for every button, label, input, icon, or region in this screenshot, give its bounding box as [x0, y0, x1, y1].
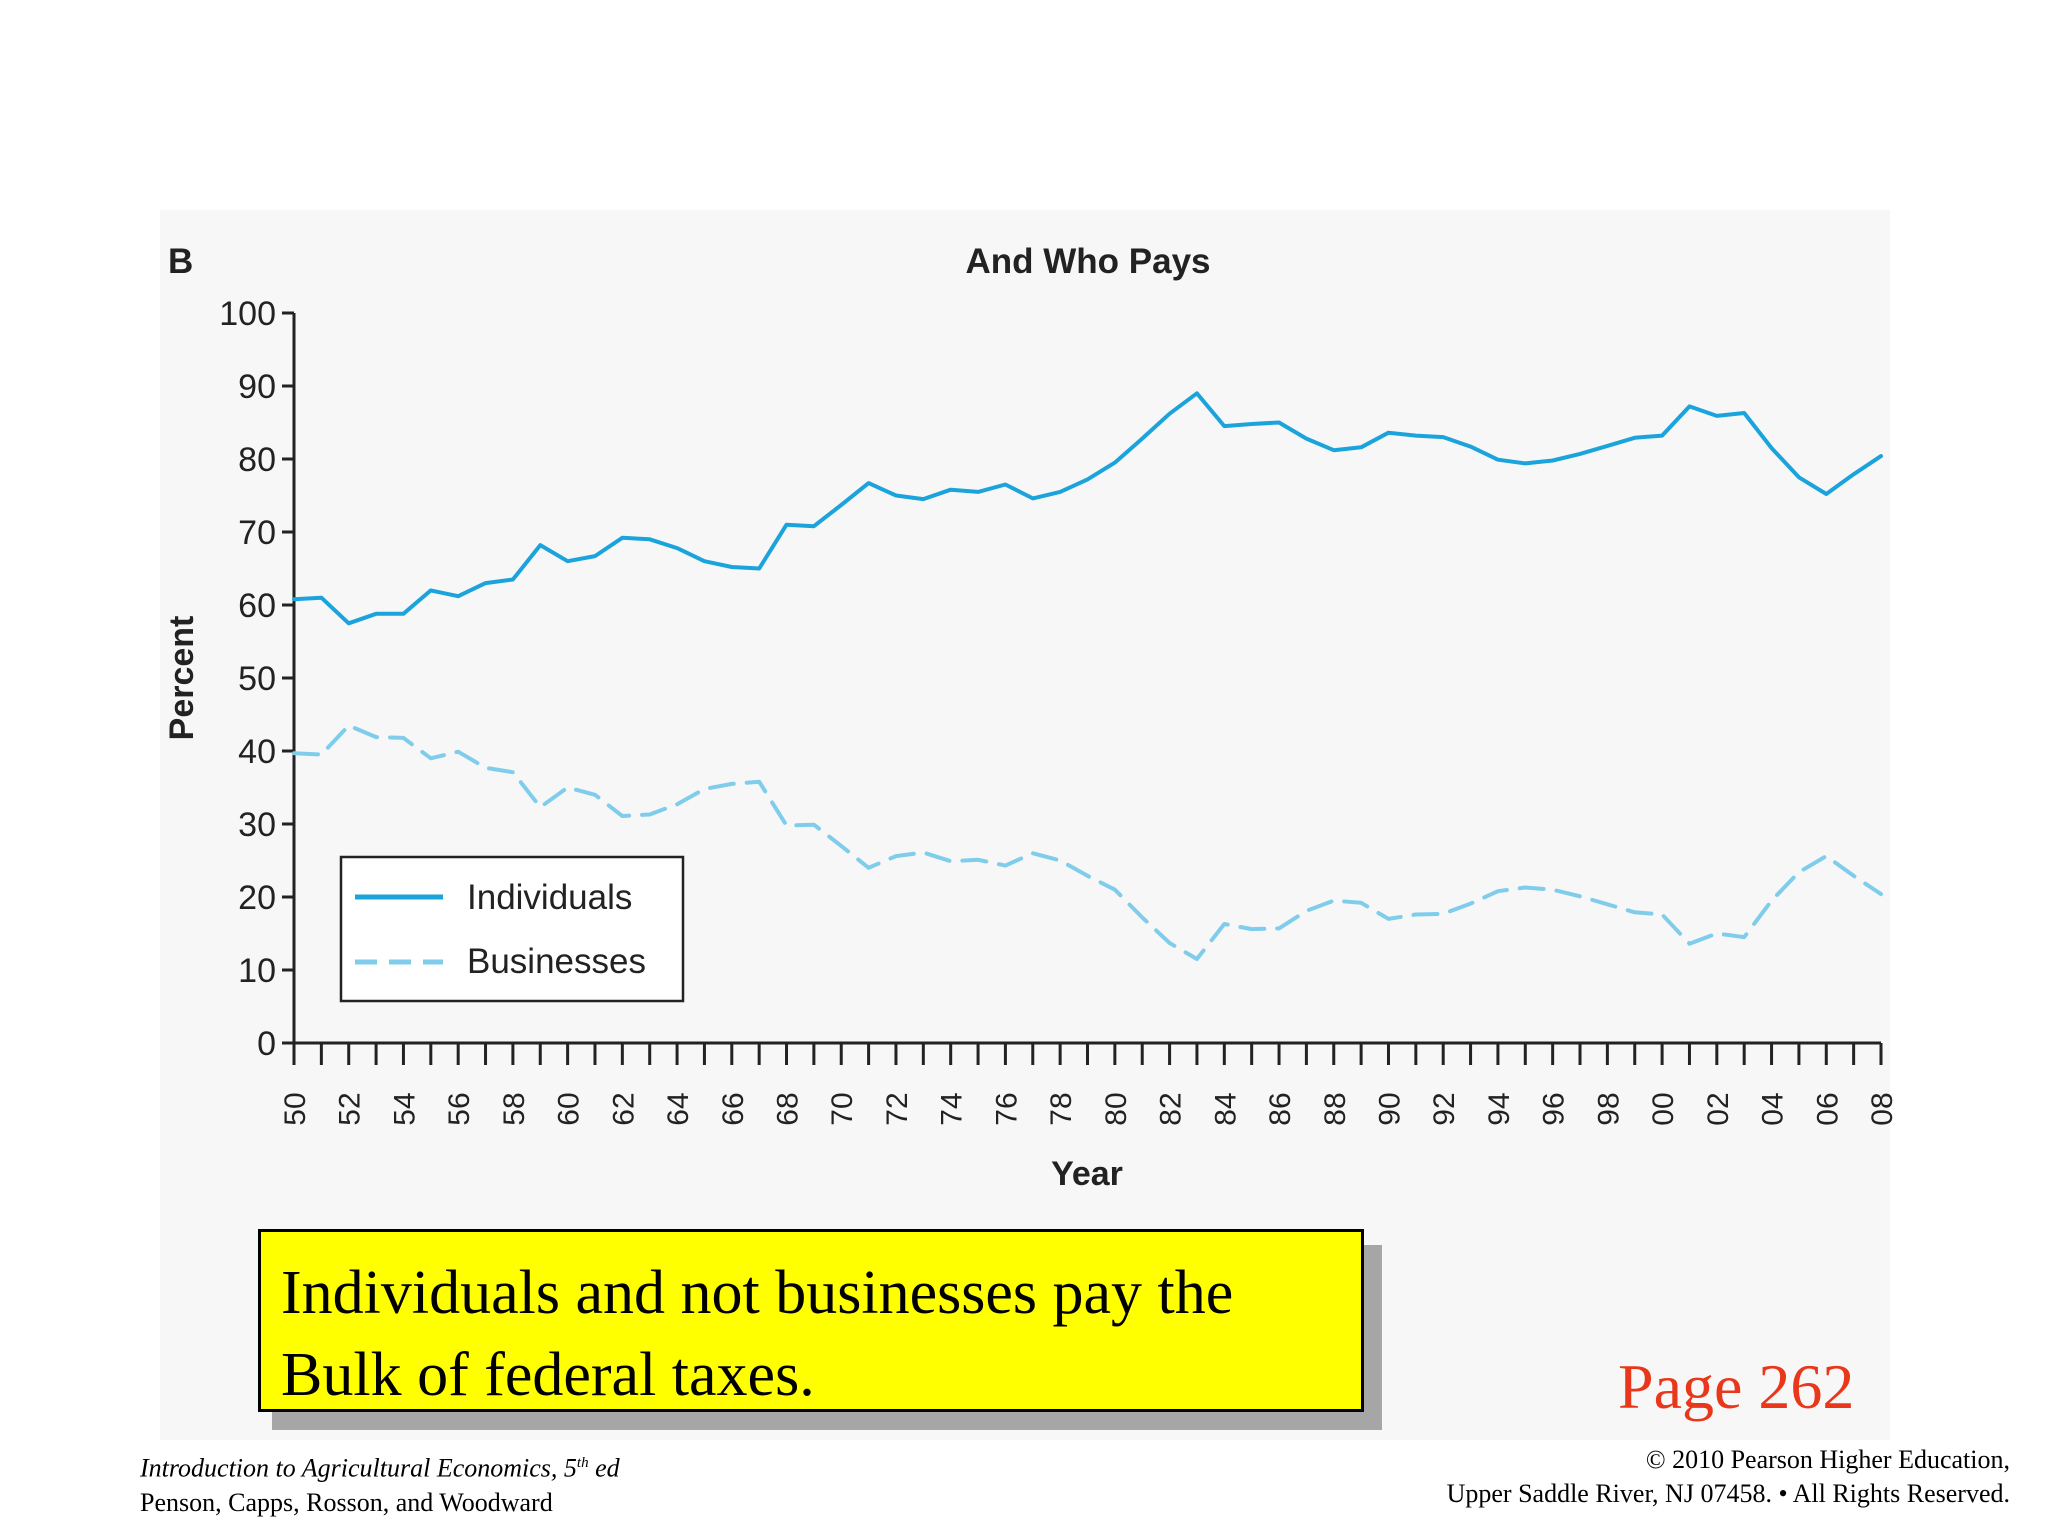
y-tick-label-20: 20 [238, 879, 276, 917]
y-axis-title: Percent [163, 616, 201, 741]
book-title: Introduction to Agricultural Economics, … [140, 1446, 620, 1486]
callout-box: Individuals and not businesses pay the B… [258, 1229, 1364, 1412]
x-tick-label-84: 84 [1209, 1092, 1242, 1125]
legend-label-businesses: Businesses [467, 942, 646, 981]
y-tick-label-90: 90 [238, 368, 276, 406]
x-tick-label-58: 58 [498, 1092, 531, 1125]
x-tick-label-90: 90 [1373, 1092, 1406, 1125]
x-tick-label-56: 56 [443, 1092, 476, 1125]
x-tick-label-62: 62 [607, 1092, 640, 1125]
book-edition-sup: th [576, 1455, 589, 1471]
x-tick-label-72: 72 [881, 1092, 914, 1125]
x-tick-label-82: 82 [1155, 1092, 1188, 1125]
x-tick-label-54: 54 [388, 1092, 421, 1125]
callout-line-2: Bulk of federal taxes. [281, 1341, 815, 1409]
y-tick-label-60: 60 [238, 587, 276, 625]
x-axis-title: Year [1051, 1155, 1123, 1193]
x-tick-label-78: 78 [1045, 1092, 1078, 1125]
x-tick-label-68: 68 [772, 1092, 805, 1125]
x-tick-label-02: 02 [1702, 1092, 1735, 1125]
x-tick-label-86: 86 [1264, 1092, 1297, 1125]
axes: 0 10 20 30 40 50 60 70 80 90 100 50 52 54 56 58 60 62 64 66… [219, 295, 1899, 1126]
chart-title: And Who Pays [965, 242, 1210, 281]
series-line-individuals [292, 391, 1883, 626]
x-tick-label-76: 76 [990, 1092, 1023, 1125]
x-tick-label-08: 08 [1866, 1092, 1899, 1125]
x-tick-label-96: 96 [1538, 1092, 1571, 1125]
x-tick-label-50: 50 [279, 1092, 312, 1125]
x-tick-label-00: 00 [1647, 1092, 1680, 1125]
page-reference: Page 262 [1618, 1351, 1855, 1422]
x-tick-label-88: 88 [1319, 1092, 1352, 1125]
x-tick-label-92: 92 [1428, 1092, 1461, 1125]
x-tick-label-64: 64 [662, 1092, 695, 1125]
callout-line-1: Individuals and not businesses pay the [281, 1259, 1234, 1327]
copyright-line-2: Upper Saddle River, NJ 07458. • All Righ… [1446, 1479, 2010, 1508]
legend-box [339, 855, 685, 1003]
book-authors: Penson, Capps, Rosson, and Woodward [140, 1487, 553, 1517]
x-tick-label-70: 70 [826, 1092, 859, 1125]
y-tick-label-0: 0 [257, 1025, 276, 1063]
x-tick-label-52: 52 [334, 1092, 367, 1125]
y-tick-label-100: 100 [219, 295, 276, 333]
copyright-line-1: © 2010 Pearson Higher Education, [1645, 1445, 2010, 1474]
y-tick-label-30: 30 [238, 806, 276, 844]
series-layer [292, 391, 1883, 961]
y-tick-label-50: 50 [238, 660, 276, 698]
x-tick-label-80: 80 [1100, 1092, 1133, 1125]
y-tick-label-10: 10 [238, 952, 276, 990]
y-tick-label-40: 40 [238, 733, 276, 771]
x-tick-label-60: 60 [553, 1092, 586, 1125]
book-title-suffix: ed [588, 1453, 620, 1483]
book-title-prefix: Introduction to Agricultural Economics, … [140, 1453, 577, 1483]
panel-label: B [168, 242, 193, 281]
x-tick-label-94: 94 [1483, 1092, 1516, 1125]
x-tick-label-74: 74 [936, 1092, 969, 1125]
footer-left: Introduction to Agricultural Economics, … [140, 1446, 620, 1520]
legend-label-individuals: Individuals [467, 878, 632, 917]
footer-right: © 2010 Pearson Higher Education, Upper S… [1447, 1443, 2010, 1511]
y-tick-label-70: 70 [238, 514, 276, 552]
x-tick-label-04: 04 [1757, 1092, 1790, 1125]
legend: Individuals Businesses [339, 855, 685, 1003]
x-tick-label-66: 66 [717, 1092, 750, 1125]
x-tick-label-06: 06 [1811, 1092, 1844, 1125]
x-tick-label-98: 98 [1592, 1092, 1625, 1125]
y-tick-label-80: 80 [238, 441, 276, 479]
